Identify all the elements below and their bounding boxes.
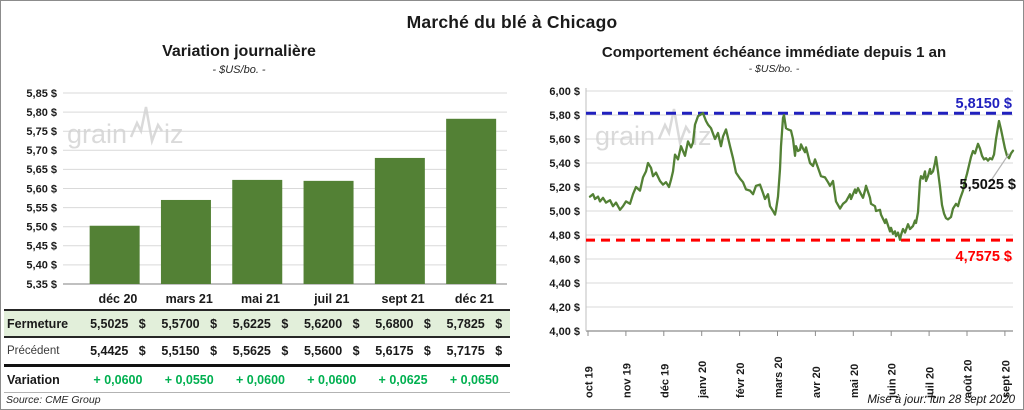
- line-chart-subtitle: - $US/bo. -: [748, 63, 800, 75]
- column-header-month: mai 21: [241, 291, 280, 306]
- y-axis-tick-label: 5,70 $: [26, 145, 57, 157]
- column-header-month: sept 21: [381, 291, 425, 306]
- bar-déc 21: [446, 118, 497, 284]
- table-cell: + 0,0600: [296, 365, 368, 393]
- table-cell: 5,5625 $: [224, 337, 297, 367]
- bar-mai 21: [232, 179, 283, 284]
- table-cell: 5,5150 $: [153, 337, 225, 367]
- column-header-month: mars 21: [165, 291, 213, 306]
- one-year-high-label: 5,8150 $: [956, 96, 1012, 112]
- table-cell: + 0,0650: [438, 365, 510, 393]
- column-header-month: déc 20: [98, 291, 138, 306]
- grainwiz-watermark: grain iz: [67, 106, 184, 149]
- x-axis-tick-label: août 20: [963, 359, 975, 398]
- bar-sept 21: [374, 157, 425, 284]
- y-axis-tick-label: 5,20 $: [549, 182, 580, 194]
- table-cell: 5,5025 $: [82, 309, 154, 338]
- x-axis-tick-label: oct 19: [584, 366, 596, 398]
- y-axis-tick-label: 5,60 $: [549, 134, 580, 146]
- label-leader-line: [989, 153, 1010, 183]
- table-row-previous: Précédent 5,4425 $5,5150 $5,5625 $5,5600 …: [4, 337, 510, 367]
- last-price-label: 5,5025 $: [960, 177, 1016, 193]
- one-year-low-label: 4,7575 $: [956, 249, 1012, 265]
- y-axis-tick-label: 5,35 $: [26, 279, 57, 289]
- y-axis-tick-label: 4,80 $: [549, 230, 580, 242]
- y-axis-tick-label: 4,60 $: [549, 254, 580, 266]
- x-axis-tick-label: juil 20: [925, 367, 937, 399]
- update-note: Mise à jour: lun 28 sept 2020: [867, 394, 1015, 406]
- bar-chart-subtitle: - $US/bo. -: [212, 64, 266, 76]
- watermark-text: iz: [164, 119, 184, 149]
- bar-juil 21: [303, 180, 354, 284]
- y-axis-tick-label: 5,45 $: [26, 241, 57, 253]
- y-axis-tick-label: 5,40 $: [26, 260, 57, 272]
- table-cell: + 0,0550: [153, 365, 225, 393]
- table-cell: 5,6225 $: [224, 309, 297, 338]
- daily-variation-bar-chart: 5,85 $ 5,80 $ 5,75 $ 5,70 $ 5,65 $ 5,60 $ 5,55…: [26, 88, 507, 289]
- table-cell: 5,5700 $: [153, 309, 225, 338]
- source-note: Source: CME Group: [6, 394, 101, 406]
- y-axis-tick-label: 5,00 $: [549, 206, 580, 218]
- y-axis-tick-label: 5,80 $: [549, 110, 580, 122]
- y-axis-tick-label: 5,65 $: [26, 164, 57, 176]
- y-axis-tick-label: 5,60 $: [26, 183, 57, 195]
- y-axis-tick-label: 5,40 $: [549, 158, 580, 170]
- y-axis-tick-label: 4,40 $: [549, 278, 580, 290]
- x-axis-tick-label: nov 19: [621, 363, 633, 398]
- watermark-text: iz: [692, 121, 712, 151]
- table-cell: 5,7825 $: [438, 309, 510, 338]
- table-cell: + 0,0600: [224, 365, 297, 393]
- y-axis-tick-label: 4,20 $: [549, 302, 580, 314]
- bar-chart-title: Variation journalière: [162, 43, 316, 60]
- y-axis-tick-label: 6,00 $: [549, 86, 580, 98]
- table-cell: 5,6800 $: [367, 309, 439, 338]
- y-axis-tick-label: 4,00 $: [549, 326, 580, 338]
- row-label: Variation: [4, 365, 83, 393]
- x-axis-tick-label: mai 20: [849, 364, 861, 398]
- watermark-text: grain: [595, 121, 655, 151]
- futures-table: déc 20 mars 21 mai 21 juil 21 sept 21 déc 21 F…: [4, 288, 510, 393]
- table-cell: 5,7175 $: [438, 337, 510, 367]
- table-cell: 5,6175 $: [367, 337, 439, 367]
- y-axis-tick-label: 5,55 $: [26, 202, 57, 214]
- watermark-zigzag-icon: [657, 108, 692, 148]
- column-header-month: juil 21: [314, 291, 350, 306]
- price-series-line: [588, 112, 1015, 241]
- x-axis-tick-label: déc 19: [659, 364, 671, 398]
- column-header-month: déc 21: [454, 291, 494, 306]
- x-axis-tick-label: mars 20: [773, 356, 785, 398]
- y-axis-tick-label: 5,75 $: [26, 126, 57, 138]
- line-chart-title: Comportement échéance immédiate depuis 1…: [601, 44, 947, 61]
- table-header-row: déc 20 mars 21 mai 21 juil 21 sept 21 déc 21: [4, 288, 510, 310]
- x-axis-tick-label: févr 20: [735, 363, 747, 398]
- y-axis-tick-label: 5,50 $: [26, 222, 57, 234]
- row-label: Fermeture: [4, 309, 83, 338]
- watermark-zigzag-icon: [129, 106, 164, 146]
- watermark-text: grain: [67, 119, 127, 149]
- grainwiz-watermark: grain iz: [595, 108, 712, 151]
- table-corner-cell: [4, 288, 82, 310]
- table-cell: 5,6200 $: [296, 309, 368, 338]
- table-cell: 5,4425 $: [82, 337, 154, 367]
- x-axis-tick-label: juin 20: [887, 363, 899, 399]
- page-title: Marché du blé à Chicago: [406, 12, 618, 32]
- table-row-close: Fermeture 5,5025 $5,5700 $5,6225 $5,6200 …: [4, 309, 510, 338]
- table-cell: + 0,0625: [367, 365, 439, 393]
- bar-déc 20: [89, 225, 140, 284]
- x-axis-tick-label: avr 20: [811, 366, 823, 398]
- front-month-line-chart: 6,00 $ 5,80 $ 5,60 $ 5,40 $ 5,20 $ 5,00 $ 4,80…: [549, 86, 1016, 399]
- x-axis-tick-label: janv 20: [697, 361, 709, 399]
- x-axis-tick-label: sept 20: [1000, 360, 1012, 398]
- bar-mars 21: [160, 199, 211, 284]
- table-cell: + 0,0600: [82, 365, 154, 393]
- row-label: Précédent: [4, 337, 83, 367]
- table-cell: 5,5600 $: [296, 337, 368, 367]
- y-axis-tick-label: 5,80 $: [26, 107, 57, 119]
- y-axis-tick-label: 5,85 $: [26, 88, 57, 100]
- table-row-variation: Variation + 0,0600 + 0,0550 + 0,0600 + 0,060…: [4, 365, 510, 393]
